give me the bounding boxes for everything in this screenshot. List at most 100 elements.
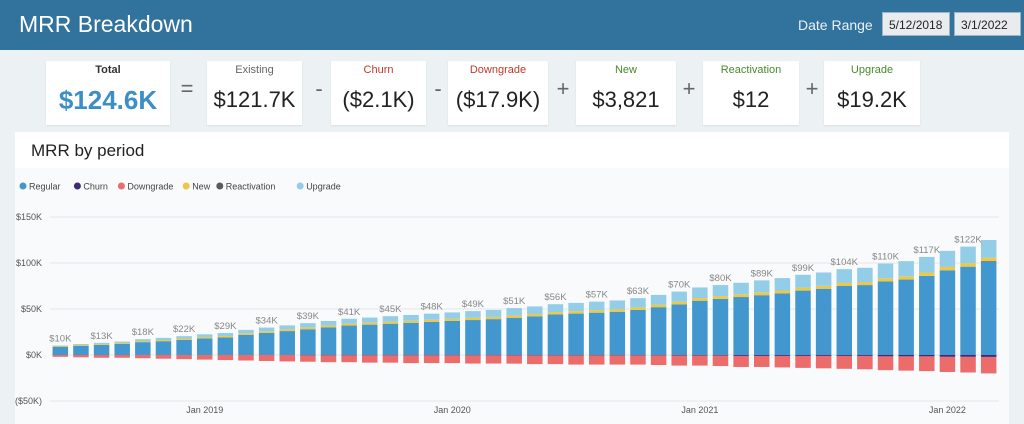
bar-new	[465, 317, 481, 321]
total-label: $122K	[954, 235, 982, 246]
bar-regular	[650, 307, 667, 355]
kpi-existing-label: Existing	[235, 64, 274, 76]
bar-upgrade	[155, 337, 172, 341]
bar-downgrade	[609, 355, 626, 365]
bar-upgrade	[93, 342, 110, 344]
total-label: $48K	[421, 302, 444, 313]
y-tick-label: $50K	[21, 304, 42, 314]
bar-new	[692, 298, 708, 301]
bar-regular	[320, 327, 337, 355]
bar-new	[217, 336, 234, 338]
chart-legend: Regular Churn Downgrade New Reactivation Upgr…	[19, 182, 341, 192]
x-tick-label: Jan 2021	[681, 405, 718, 415]
bar-regular	[671, 304, 687, 355]
bar-downgrade	[403, 355, 419, 364]
bar-upgrade	[919, 256, 935, 273]
bar-downgrade	[568, 355, 584, 365]
chart-title: MRR by period	[31, 141, 145, 160]
bar-regular	[692, 300, 708, 355]
bar-downgrade	[423, 355, 440, 364]
bar-regular	[733, 297, 749, 355]
bar-regular	[527, 316, 543, 355]
bar-upgrade	[196, 334, 213, 338]
operator-plus-2: +	[682, 76, 696, 101]
date-start-input[interactable]: 5/12/2018	[882, 12, 950, 36]
bar-downgrade	[382, 355, 399, 363]
x-axis-ticks: Jan 2019 Jan 2020 Jan 2021 Jan 2022	[186, 405, 966, 415]
bar-new	[857, 282, 873, 286]
bar-upgrade	[630, 298, 646, 308]
bar-upgrade	[815, 272, 832, 286]
bar-regular	[279, 331, 295, 355]
bar-upgrade	[547, 304, 564, 313]
bar-new	[630, 307, 646, 310]
total-label: $56K	[544, 292, 567, 303]
bar-downgrade	[774, 355, 791, 368]
kpi-existing-card: Existing $121.7K	[207, 61, 302, 125]
bar-upgrade	[176, 336, 192, 339]
legend-marker-churn	[73, 182, 81, 190]
operator-plus-3: +	[805, 76, 819, 101]
bar-new	[382, 321, 399, 324]
bar-upgrade	[568, 302, 584, 312]
bar-upgrade	[465, 311, 481, 318]
bar-upgrade	[341, 318, 357, 324]
header-bar: MRR Breakdown Date Range 5/12/2018 3/1/2…	[0, 0, 1024, 50]
total-label: $49K	[462, 299, 485, 310]
bar-regular	[444, 320, 461, 355]
bar-new	[754, 292, 770, 296]
bar-new	[444, 318, 461, 321]
kpi-new-value: $3,821	[592, 87, 660, 112]
total-label: $10K	[49, 334, 72, 345]
total-label: $39K	[297, 311, 320, 322]
legend-marker-regular	[19, 182, 27, 190]
bar-regular	[609, 311, 626, 355]
total-label: $117K	[913, 245, 940, 256]
bar-new	[341, 323, 357, 326]
bar-new	[93, 343, 110, 345]
bar-churn	[815, 355, 832, 356]
bar-downgrade	[795, 355, 811, 368]
bar-downgrade	[506, 355, 522, 364]
bar-regular	[754, 295, 770, 355]
bar-downgrade	[712, 355, 729, 367]
bar-downgrade	[733, 355, 749, 367]
bar-regular	[114, 343, 130, 355]
bar-upgrade	[692, 287, 708, 299]
bar-new	[877, 278, 894, 282]
bar-downgrade	[279, 355, 295, 362]
bar-regular	[465, 320, 481, 355]
date-end-input[interactable]: 3/1/2022	[954, 12, 1021, 36]
bar-upgrade	[671, 291, 687, 302]
legend-marker-upgrade	[296, 182, 304, 190]
x-tick-label: Jan 2019	[186, 405, 223, 415]
total-label: $41K	[338, 307, 361, 318]
bar-downgrade	[93, 355, 110, 358]
bar-downgrade	[217, 355, 234, 361]
legend-marker-reactivation	[216, 182, 224, 190]
bar-new	[238, 333, 254, 335]
bar-downgrade	[135, 355, 151, 359]
bar-downgrade	[238, 355, 254, 361]
bar-regular	[960, 266, 976, 355]
bar-new	[609, 309, 626, 312]
bar-downgrade	[671, 355, 687, 366]
bar-new	[114, 342, 130, 344]
bar-upgrade	[733, 282, 749, 295]
bar-downgrade	[588, 355, 605, 365]
kpi-new-card: New $3,821	[576, 61, 676, 125]
kpi-reactivation-label: Reactivation	[720, 64, 782, 76]
bar-regular	[341, 325, 357, 355]
bar-regular	[939, 270, 956, 355]
bar-upgrade	[960, 246, 976, 264]
bar-upgrade	[795, 274, 811, 288]
kpi-downgrade-card: Downgrade ($17.9K)	[448, 61, 548, 125]
bar-new	[733, 294, 749, 298]
bar-new	[939, 266, 956, 271]
bar-downgrade	[939, 356, 956, 373]
bar-downgrade	[114, 355, 130, 358]
bar-regular	[217, 337, 234, 355]
bar-new	[568, 311, 584, 314]
bar-downgrade	[444, 355, 461, 364]
kpi-churn-label: Churn	[363, 64, 394, 76]
